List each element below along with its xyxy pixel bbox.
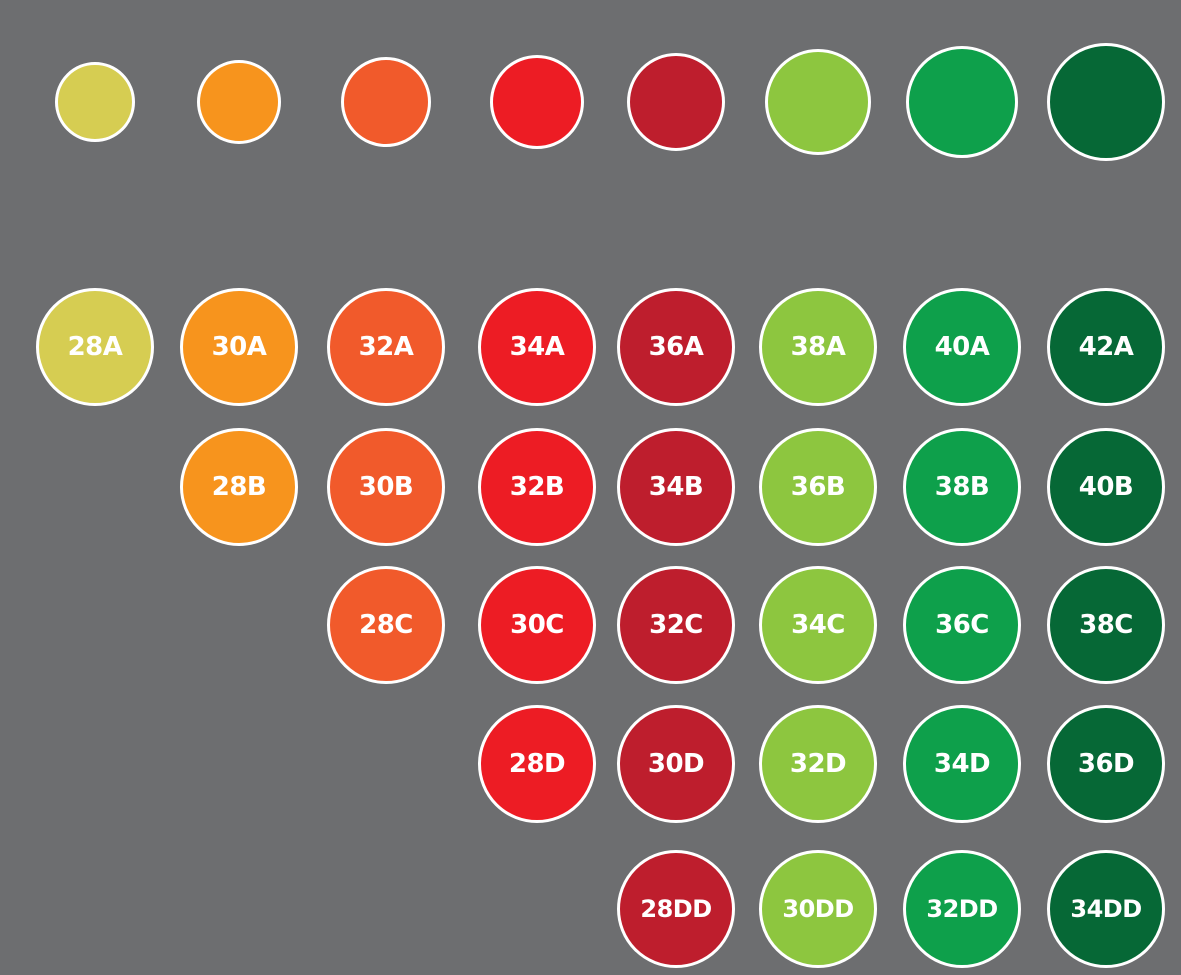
size-circle-38b: 38B — [903, 428, 1021, 546]
size-circle-40b: 40B — [1047, 428, 1165, 546]
size-circle-34c: 34C — [759, 566, 877, 684]
size-circle-32d: 32D — [759, 705, 877, 823]
color-swatch-8 — [1047, 43, 1165, 161]
color-swatch-7 — [906, 46, 1018, 158]
size-circle-28b: 28B — [180, 428, 298, 546]
size-circle-30b: 30B — [327, 428, 445, 546]
color-swatch-2 — [197, 60, 281, 144]
size-circle-28d: 28D — [478, 705, 596, 823]
size-circle-40a: 40A — [903, 288, 1021, 406]
size-circle-32a: 32A — [327, 288, 445, 406]
size-circle-32dd: 32DD — [903, 850, 1021, 968]
size-circle-28dd: 28DD — [617, 850, 735, 968]
size-circle-30dd: 30DD — [759, 850, 877, 968]
size-circle-36d: 36D — [1047, 705, 1165, 823]
size-circle-34a: 34A — [478, 288, 596, 406]
size-circle-36a: 36A — [617, 288, 735, 406]
size-circle-38a: 38A — [759, 288, 877, 406]
size-circle-34dd: 34DD — [1047, 850, 1165, 968]
size-circle-30c: 30C — [478, 566, 596, 684]
size-circle-32b: 32B — [478, 428, 596, 546]
size-circle-28c: 28C — [327, 566, 445, 684]
color-swatch-4 — [490, 55, 584, 149]
size-circle-36c: 36C — [903, 566, 1021, 684]
size-circle-30d: 30D — [617, 705, 735, 823]
size-circle-34b: 34B — [617, 428, 735, 546]
size-circle-42a: 42A — [1047, 288, 1165, 406]
color-swatch-5 — [627, 53, 725, 151]
size-circle-32c: 32C — [617, 566, 735, 684]
size-circle-38c: 38C — [1047, 566, 1165, 684]
size-circle-36b: 36B — [759, 428, 877, 546]
color-swatch-3 — [341, 57, 431, 147]
size-circle-28a: 28A — [36, 288, 154, 406]
size-circle-34d: 34D — [903, 705, 1021, 823]
color-swatch-6 — [765, 49, 871, 155]
size-circle-30a: 30A — [180, 288, 298, 406]
color-swatch-1 — [55, 62, 135, 142]
